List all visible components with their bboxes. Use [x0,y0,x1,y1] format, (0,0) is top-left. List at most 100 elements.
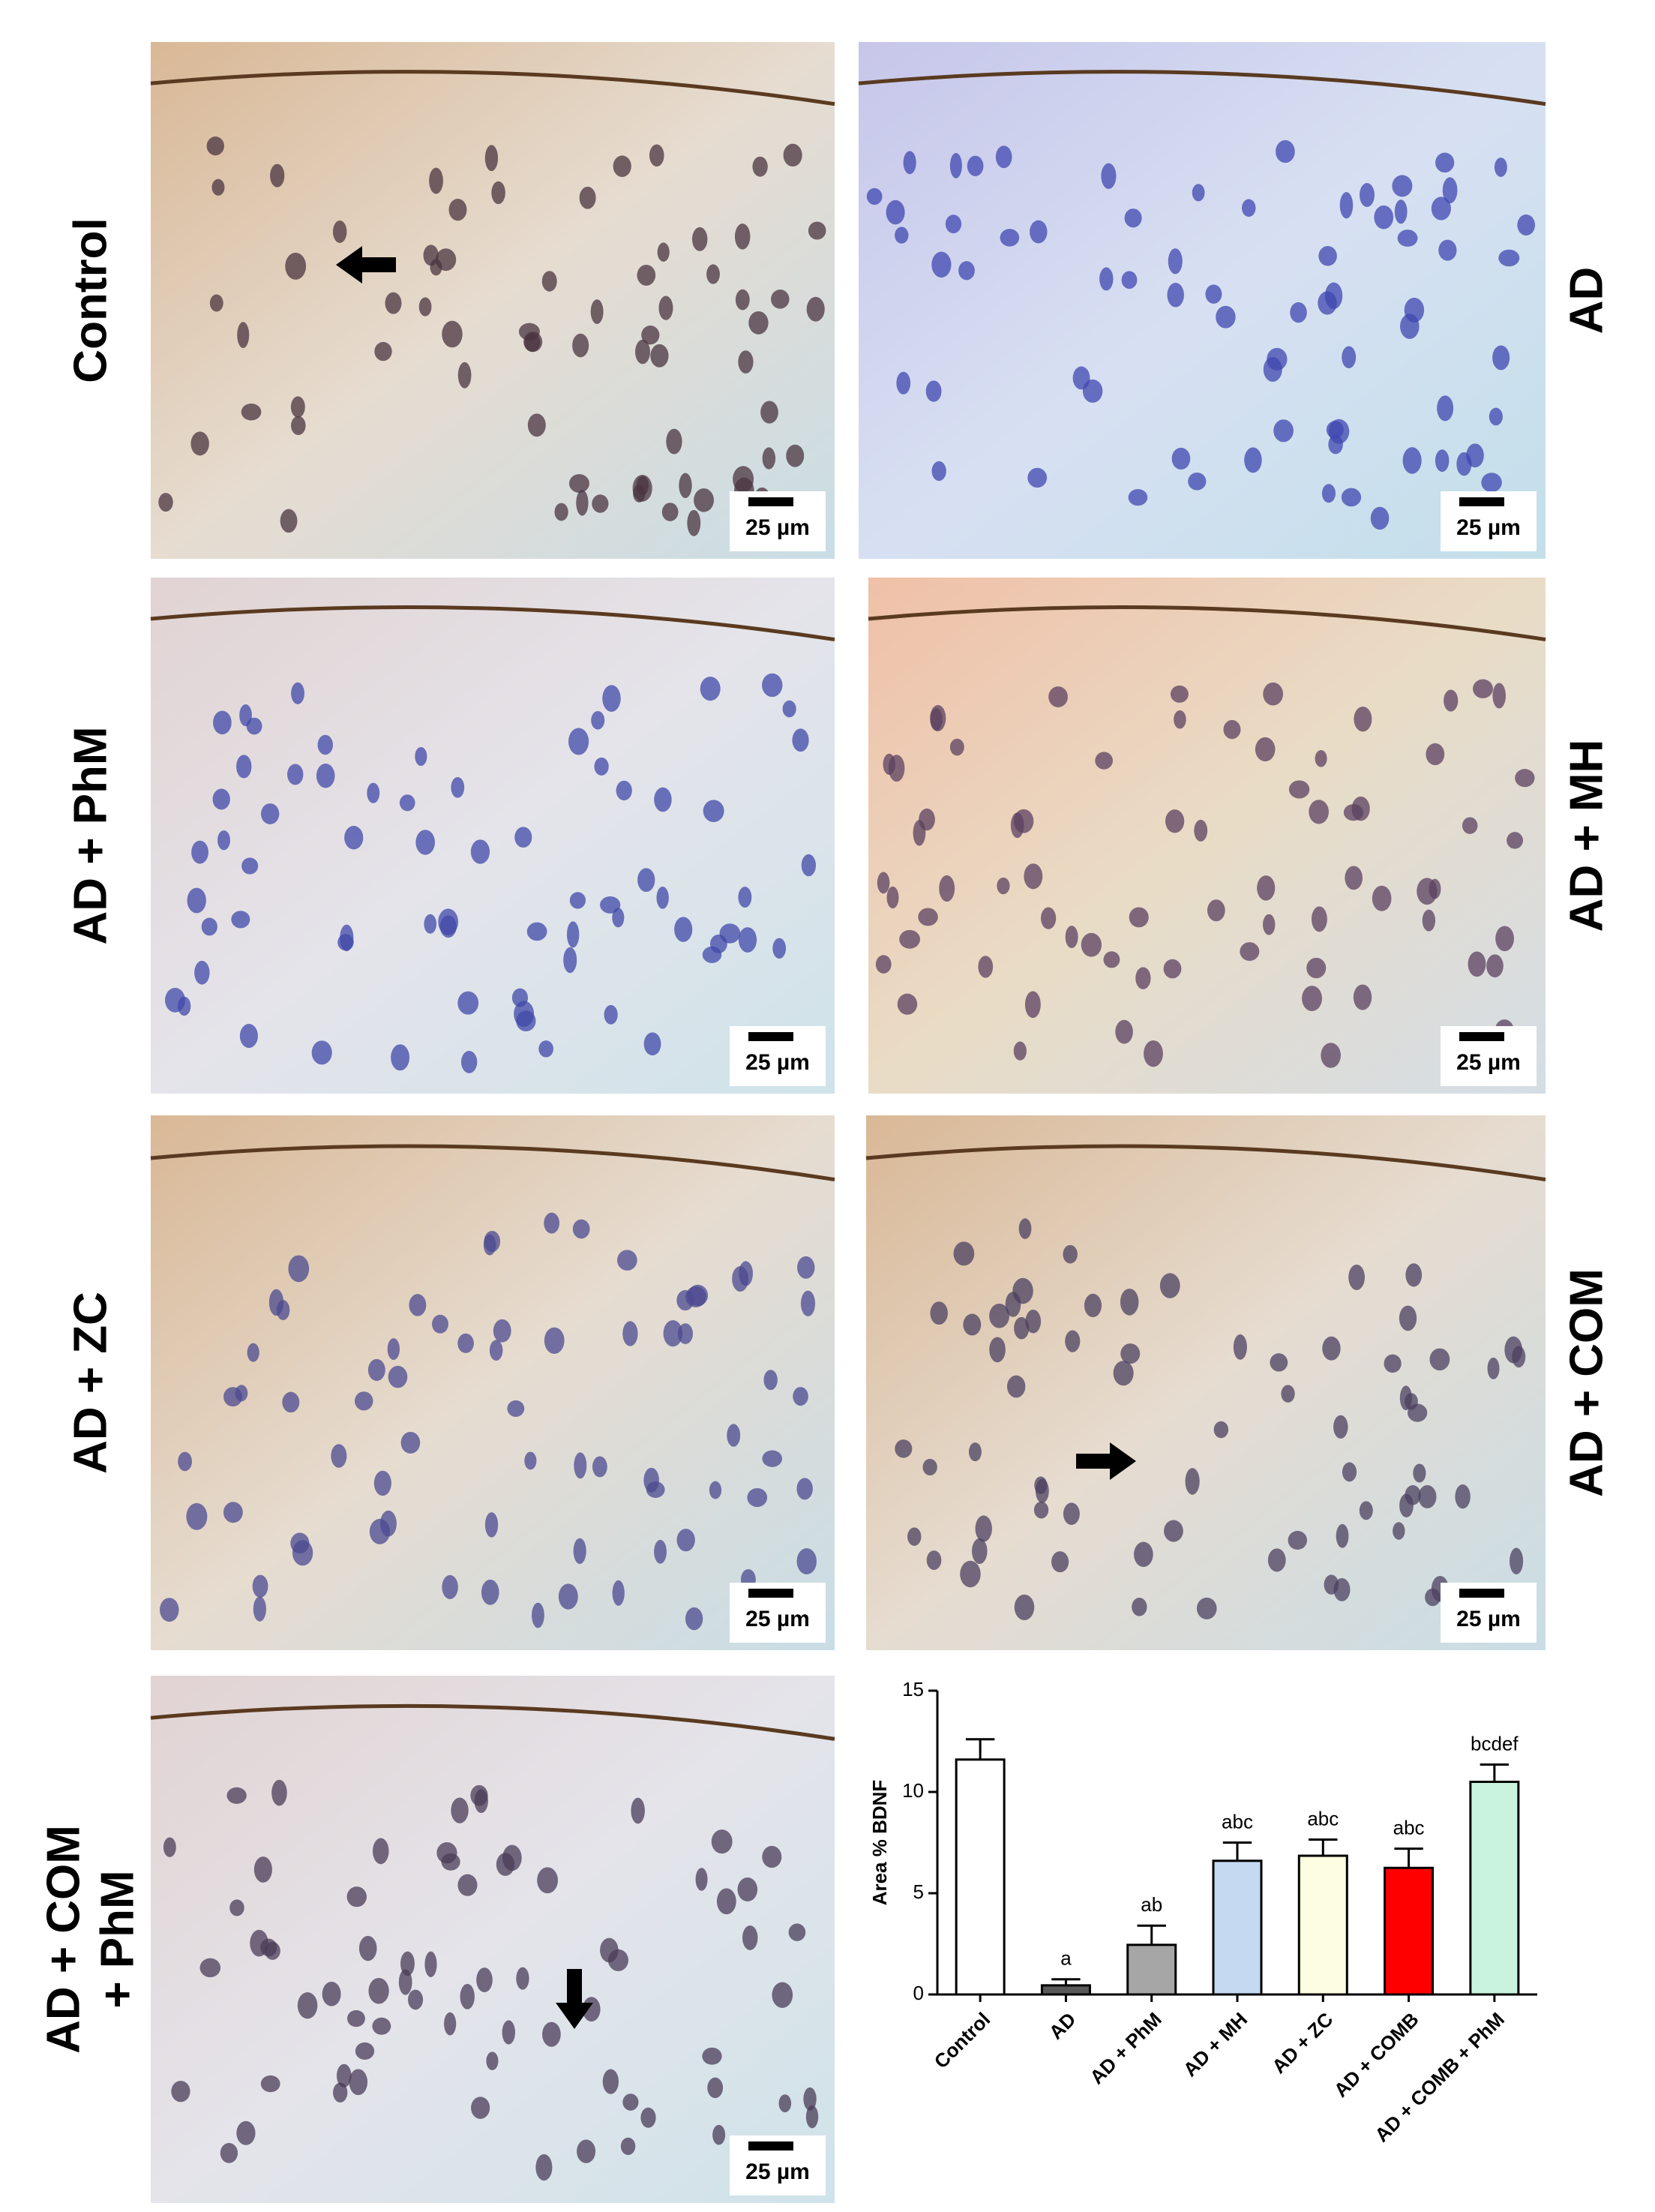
cell [1013,1041,1027,1061]
panel-label: AD + ZC [64,1292,116,1474]
y-axis-label: Area % BDNF [868,1780,891,1906]
cell [1351,796,1370,821]
panel-label: AD + MH [1561,740,1612,932]
cell [738,350,754,374]
cell [1342,1462,1357,1482]
cell [1309,800,1329,824]
cell [241,857,259,875]
cell [1486,954,1504,978]
cell [637,264,656,286]
cell [1171,447,1191,470]
cell [316,763,335,788]
cell [1315,749,1327,767]
cell [1213,1421,1229,1439]
cell [1033,1501,1049,1519]
cell [931,251,952,278]
cell [317,734,333,755]
cell [287,764,304,785]
cell [1489,407,1503,426]
cell [451,1797,469,1823]
cell [1051,1551,1069,1573]
cell [409,1294,427,1316]
cell [1333,1578,1351,1601]
cell [1270,1353,1288,1372]
cell [291,416,306,436]
cell [1194,819,1208,842]
cell [346,1886,367,1907]
cell [1281,1385,1295,1403]
cell [1192,184,1205,202]
cell [1207,899,1225,922]
cell [622,1321,638,1346]
cell [1081,932,1102,957]
cell [1473,679,1493,698]
cell [457,362,472,389]
cell [1413,1463,1426,1483]
cell [1328,434,1343,455]
cell [1170,685,1189,703]
cell [907,1527,922,1546]
cell [1099,267,1114,291]
scale-label: 25 µm [1456,515,1521,540]
cell [476,1967,493,1993]
cell [1384,1354,1402,1373]
cell [537,1867,559,1894]
cell [372,2017,391,2035]
cell [1455,1484,1471,1509]
cell [481,1579,499,1605]
cell [1216,305,1236,329]
cell [1196,1597,1217,1619]
cell [1504,1336,1523,1364]
cell [752,156,768,177]
cell [700,677,721,701]
cell [866,188,883,206]
cell [1405,1263,1423,1287]
cell [569,892,586,909]
cell [160,1598,179,1622]
cell [1399,1385,1412,1411]
cell [989,1337,1006,1363]
cell [666,428,682,455]
cell [241,403,262,421]
panel-label: AD + COM [1561,1268,1612,1497]
cell [1244,447,1262,473]
cell [563,947,577,974]
cell [600,1937,619,1963]
cell [1306,957,1327,979]
cell [1082,379,1103,403]
cell [737,1877,758,1902]
cell [1024,863,1043,890]
cell [939,875,955,902]
cell [649,144,664,167]
cell [1041,907,1057,929]
cell [247,1343,259,1362]
cell [707,2077,724,2099]
cell [963,1313,982,1336]
cell [507,1400,525,1417]
cell [687,509,701,536]
cell [637,868,655,893]
cell [253,1856,272,1883]
cell [641,326,660,345]
panel-label: AD [1561,267,1612,335]
cell [457,1874,478,1896]
cell [1030,220,1048,244]
cell [793,1387,808,1406]
cell [1101,163,1117,189]
cell [1468,951,1486,977]
cell [703,800,724,822]
cell [711,1829,733,1854]
cell [1510,1547,1524,1574]
cell [1121,271,1138,290]
cell [1321,1043,1341,1068]
cell [226,1787,247,1804]
cell [702,2047,722,2065]
cell [502,1844,522,1871]
cell [260,1938,277,1957]
cell [886,200,905,225]
cell [602,685,621,712]
cell [213,710,232,735]
cell [1223,719,1241,740]
cell [442,320,463,348]
cell [387,1338,400,1361]
